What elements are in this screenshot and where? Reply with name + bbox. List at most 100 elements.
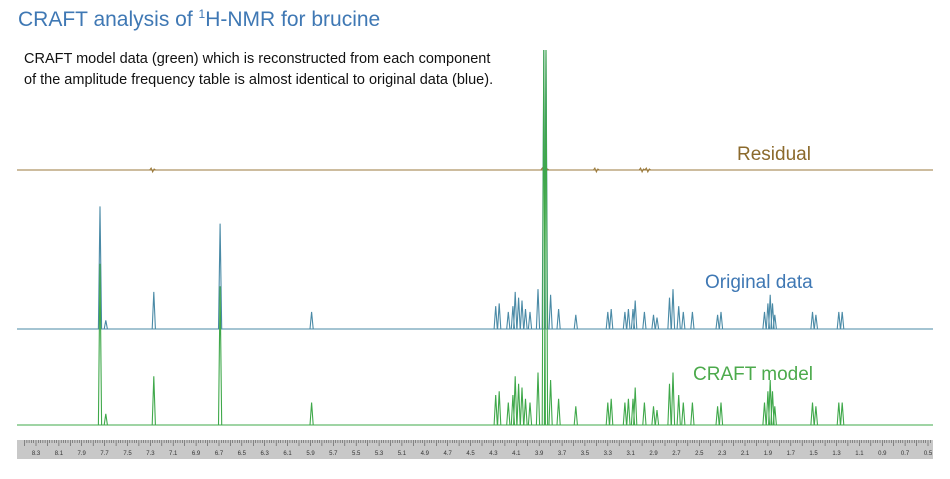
original-peak (626, 309, 631, 330)
residual-trace-group (17, 166, 933, 174)
title-suffix: H-NMR for brucine (205, 8, 381, 31)
axis-tick-label: 2.3 (718, 451, 727, 457)
original-peak (217, 223, 223, 330)
axis-tick-label: 1.1 (855, 451, 864, 457)
original-peak (667, 297, 672, 330)
original-peak (681, 311, 686, 330)
axis-tick-label: 6.9 (192, 451, 201, 457)
residual-peak (638, 166, 646, 174)
model-peak (535, 372, 541, 426)
axis-tick-label: 7.5 (123, 451, 132, 457)
residual-peak (149, 166, 156, 174)
original-data-label: Original data (705, 272, 813, 293)
model-peak (762, 402, 767, 426)
axis-tick-label: 1.3 (832, 451, 841, 457)
model-peak (810, 402, 815, 426)
model-peak (840, 402, 845, 426)
axis-tick-label: 8.1 (55, 451, 64, 457)
model-peak (556, 398, 561, 426)
axis-tick-label: 7.9 (78, 451, 87, 457)
model-peak (718, 402, 724, 426)
original-peak (523, 309, 528, 330)
axis-tick-label: 6.7 (215, 451, 224, 457)
original-peak (810, 311, 815, 330)
original-peak (718, 311, 724, 330)
axis-tick-label: 1.5 (809, 451, 818, 457)
model-peak (667, 383, 672, 426)
axis-tick-label: 0.7 (901, 451, 910, 457)
model-peak (519, 387, 525, 426)
original-peak (309, 311, 314, 330)
model-peak (513, 376, 518, 426)
original-peak (690, 311, 695, 330)
axis-tick-label: 6.1 (283, 451, 292, 457)
model-peak (770, 391, 775, 426)
original-peak (609, 309, 614, 330)
original-peak (527, 311, 533, 330)
model-peak (497, 391, 502, 426)
original-peak (493, 306, 498, 330)
original-peak (513, 291, 518, 330)
original-peak (715, 314, 720, 330)
axis-tick-label: 4.9 (421, 451, 430, 457)
original-peak (535, 289, 541, 330)
model-peak (681, 402, 686, 426)
axis-tick-label: 3.5 (581, 451, 590, 457)
axis-tick-label: 2.7 (672, 451, 681, 457)
original-peak (605, 311, 610, 330)
axis-tick-label: 1.7 (787, 451, 796, 457)
original-peak (519, 300, 525, 330)
model-peak (654, 409, 660, 426)
model-peak (97, 263, 103, 426)
page-title: CRAFT analysis of 1H-NMR for brucine (18, 7, 380, 32)
original-peak (840, 311, 845, 330)
model-peak (217, 286, 223, 426)
model-peak (633, 387, 638, 426)
model-peak (527, 402, 533, 426)
original-peak (633, 300, 638, 330)
original-peak (836, 311, 841, 330)
axis-tick-label: 5.5 (352, 451, 361, 457)
model-peak (836, 402, 841, 426)
axis-tick-label: 4.3 (489, 451, 498, 457)
original-peak (548, 294, 553, 330)
original-peak (670, 289, 676, 330)
model-peak (516, 383, 521, 426)
axis-tick-label: 4.7 (444, 451, 453, 457)
axis-tick-label: 5.1 (398, 451, 407, 457)
axis-tick-label: 8.3 (32, 451, 41, 457)
original-peak (651, 314, 656, 330)
original-peak (813, 314, 819, 330)
model-peak (676, 394, 681, 426)
model-peak (813, 406, 819, 426)
model-peak (523, 398, 528, 426)
model-peak (151, 376, 156, 426)
axis-tick-label: 6.3 (261, 451, 270, 457)
axis-tick-label: 5.9 (306, 451, 315, 457)
model-peak (543, 49, 549, 426)
axis-tick-label: 7.7 (100, 451, 109, 457)
axis-tick-label: 4.5 (466, 451, 475, 457)
model-peak (622, 402, 628, 426)
description-text: CRAFT model data (green) which is recons… (24, 51, 494, 88)
model-peak (506, 402, 511, 426)
original-peak (151, 291, 156, 330)
title-superscript: 1 (198, 7, 206, 21)
model-peak (670, 372, 676, 426)
model-peak (493, 394, 498, 426)
original-peak (516, 297, 521, 330)
axis-tick-label: 2.5 (695, 451, 704, 457)
axis-tick-label: 5.3 (375, 451, 384, 457)
model-peak (690, 402, 695, 426)
residual-peak (592, 166, 600, 174)
model-peak (605, 402, 610, 426)
original-peak (506, 311, 511, 330)
model-peak (573, 406, 578, 426)
ppm-axis: 8.3 8.1 7.9 7.7 7.5 7.3 7.1 6.9 6.7 6.5 6.3 6.1 5.9 5… (17, 440, 933, 459)
axis-ruler-background (17, 440, 933, 459)
original-peak (556, 309, 561, 330)
model-peak (715, 406, 720, 426)
original-peak (97, 206, 103, 330)
residual-label: Residual (737, 144, 811, 165)
